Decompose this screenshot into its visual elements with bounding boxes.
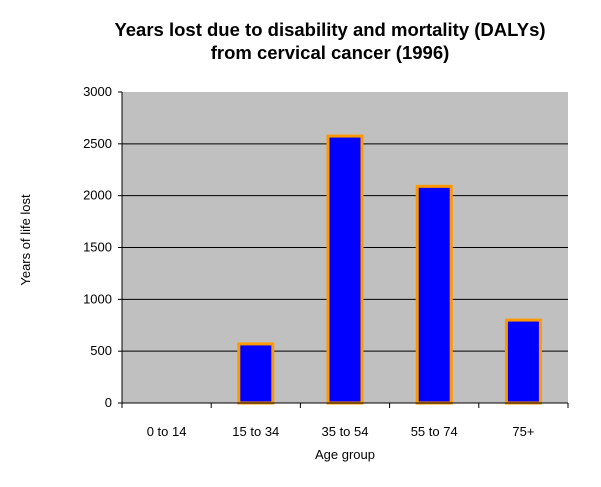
- x-axis-label: Age group: [315, 447, 375, 462]
- y-tick-label: 1500: [83, 240, 112, 255]
- chart-title-line-2: from cervical cancer (1996): [210, 42, 450, 63]
- x-tick-label: 75+: [512, 424, 534, 439]
- x-tick-label: 15 to 34: [232, 424, 279, 439]
- x-tick-label: 35 to 54: [322, 424, 369, 439]
- y-tick-label: 0: [105, 395, 112, 410]
- y-tick-label: 500: [90, 343, 112, 358]
- chart-title-line-1: Years lost due to disability and mortali…: [114, 19, 546, 40]
- chart-title: Years lost due to disability and mortali…: [60, 18, 600, 64]
- bar-75-: [504, 318, 542, 405]
- y-axis-label: Years of life lost: [18, 194, 33, 286]
- bar-35-to-54: [326, 134, 364, 405]
- y-tick-label: 2000: [83, 188, 112, 203]
- bar-15-to-34: [237, 342, 275, 405]
- x-tick-label: 55 to 74: [411, 424, 458, 439]
- y-tick-label: 1000: [83, 291, 112, 306]
- x-tick-label: 0 to 14: [147, 424, 187, 439]
- y-tick-label: 3000: [83, 84, 112, 99]
- bar-55-to-74: [415, 184, 453, 405]
- y-tick-label: 2500: [83, 136, 112, 151]
